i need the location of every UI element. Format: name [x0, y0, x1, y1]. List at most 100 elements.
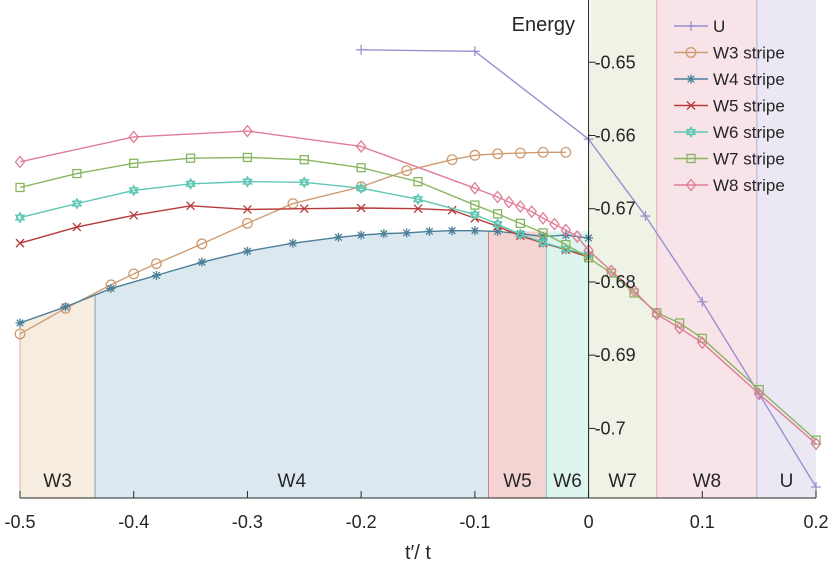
data-point [605, 264, 617, 278]
region-w7 [588, 0, 657, 498]
legend-item: W5 stripe [674, 97, 785, 116]
data-point [537, 211, 549, 225]
data-point [129, 210, 139, 220]
data-point [686, 101, 696, 110]
region-u [756, 0, 816, 498]
data-point [355, 139, 367, 153]
x-tick-label: -0.4 [118, 512, 149, 532]
data-point [196, 238, 208, 250]
data-point [128, 130, 140, 144]
series-line [19, 156, 817, 441]
data-point [470, 226, 480, 236]
data-point [299, 155, 309, 165]
data-point [71, 200, 83, 210]
data-point [151, 270, 161, 280]
data-point [561, 239, 571, 250]
data-point [492, 221, 503, 231]
data-point [514, 147, 526, 159]
data-point [242, 175, 253, 185]
data-point [379, 229, 389, 239]
data-point [356, 203, 366, 213]
data-point [424, 226, 434, 236]
legend-label: W7 stripe [713, 150, 785, 169]
region-label-u: U [780, 471, 794, 492]
data-point [560, 245, 572, 256]
data-point [71, 197, 83, 207]
region-label-w8: W8 [693, 471, 722, 492]
legend-label: W3 stripe [713, 44, 785, 63]
region-w6 [546, 231, 589, 499]
legend-item: U [674, 17, 725, 36]
x-tick-label: -0.3 [232, 512, 263, 532]
data-point [60, 302, 70, 312]
legend-item: W3 stripe [674, 44, 785, 63]
data-point [14, 214, 26, 224]
series-line [19, 151, 566, 335]
legend-item: W6 stripe [674, 123, 785, 142]
data-point [560, 223, 572, 237]
data-point [537, 239, 549, 249]
data-point [810, 437, 822, 451]
data-point [628, 284, 640, 298]
data-point [492, 209, 503, 219]
data-point [469, 46, 480, 57]
data-point [413, 176, 423, 187]
data-point [515, 218, 525, 229]
legend-label: W4 stripe [713, 70, 785, 89]
data-point [242, 124, 253, 138]
data-point [696, 336, 708, 350]
data-point [492, 148, 504, 160]
data-point [571, 230, 583, 244]
data-point [128, 184, 139, 194]
data-point [412, 193, 424, 203]
x-tick-label: -0.5 [4, 512, 35, 532]
legend-item: W4 stripe [674, 70, 785, 89]
data-point [492, 218, 503, 228]
series-lines [14, 44, 822, 493]
x-tick-label: -0.1 [459, 512, 490, 532]
series-w8-stripe [14, 124, 822, 451]
data-point [151, 258, 162, 270]
data-point [537, 146, 549, 158]
data-point [674, 318, 685, 328]
series-w7-stripe [15, 152, 821, 445]
data-point [288, 238, 298, 248]
data-point [185, 180, 196, 190]
x-tick-label: -0.2 [346, 512, 377, 532]
data-point [469, 149, 481, 161]
data-point [185, 153, 196, 163]
data-point [685, 47, 697, 58]
series-w6-stripe [14, 175, 594, 261]
data-point [242, 246, 252, 256]
data-point [697, 296, 708, 307]
y-tick-label: -0.67 [595, 199, 636, 219]
region-label-w6: W6 [553, 471, 582, 492]
data-point [560, 242, 572, 253]
data-point [538, 228, 548, 238]
data-point [72, 222, 82, 232]
data-point [299, 204, 309, 214]
data-point [356, 44, 367, 55]
data-point [412, 196, 424, 206]
data-point [640, 211, 651, 222]
data-point [492, 190, 503, 204]
data-point [470, 200, 480, 210]
data-point [355, 185, 367, 195]
y-tick-label: -0.65 [595, 52, 636, 72]
data-point [515, 231, 526, 241]
x-tick-label: 0.1 [690, 512, 715, 532]
data-point [15, 238, 25, 248]
region-label-w3: W3 [43, 471, 72, 492]
region-w5 [488, 231, 547, 498]
series-line [19, 130, 817, 445]
legend-item: W8 stripe [674, 176, 785, 195]
x-tick-label: 0 [584, 512, 594, 532]
data-point [197, 257, 207, 267]
data-point [685, 125, 697, 136]
data-point [549, 217, 560, 231]
data-point [537, 236, 549, 246]
region-w8 [656, 0, 757, 498]
region-w3 [20, 294, 96, 498]
legend: U W3 stripe W4 stripe W5 stripe W6 stripe W7 … [674, 17, 785, 195]
